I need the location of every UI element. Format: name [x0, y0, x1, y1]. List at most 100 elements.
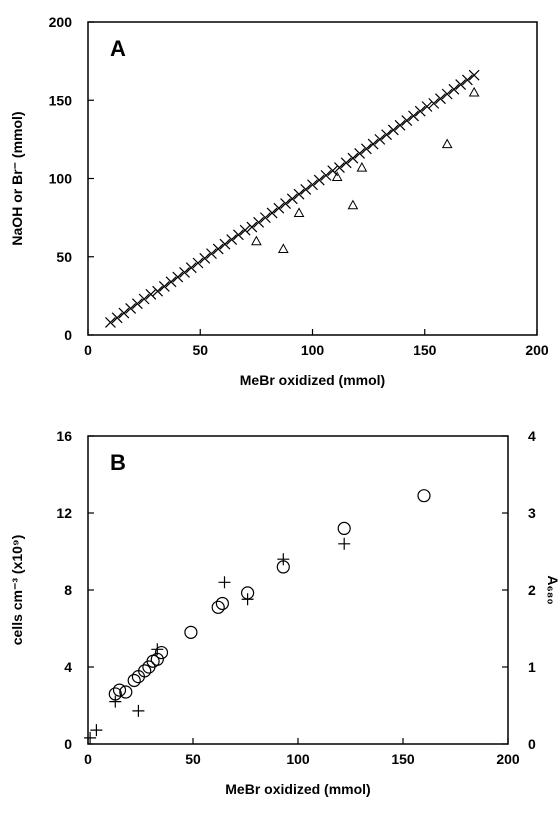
marker-x [320, 169, 332, 181]
x-tick-label: 100 [286, 751, 310, 767]
y2-tick-label: 0 [528, 736, 536, 752]
y2-tick-label: 1 [528, 659, 536, 675]
marker-x [239, 224, 251, 236]
marker-x [158, 281, 170, 292]
marker-x [118, 307, 130, 319]
y2-tick-label: 4 [528, 428, 536, 444]
marker-circle [112, 683, 127, 697]
y-tick-label: 150 [49, 92, 73, 108]
y-tick-label: 100 [49, 171, 73, 187]
marker-x [280, 198, 291, 209]
marker-plus [151, 643, 164, 656]
x-tick-label: 0 [84, 751, 92, 767]
y-tick-label: 200 [49, 14, 73, 30]
marker-x [360, 143, 372, 155]
y-axis-title: NaOH or Br⁻ (mmol) [9, 111, 25, 245]
marker-triangle [347, 199, 359, 210]
marker-x [381, 129, 393, 141]
marker-plus [84, 731, 97, 744]
marker-x [199, 252, 211, 264]
marker-triangle [441, 138, 453, 149]
marker-plus [109, 695, 122, 708]
marker-x [138, 293, 150, 305]
marker-x [179, 266, 190, 278]
marker-x [367, 138, 379, 150]
marker-triangle [356, 162, 368, 172]
x-tick-label: 100 [301, 342, 325, 358]
marker-x [192, 257, 204, 269]
marker-x [401, 115, 413, 127]
marker-triangle [468, 86, 480, 97]
marker-plus [241, 593, 254, 606]
marker-plus [218, 576, 231, 589]
marker-x [219, 238, 231, 250]
y-tick-label: 4 [64, 659, 72, 675]
y2-axis-title: A₆₈₀ [545, 575, 560, 604]
marker-triangle [251, 235, 262, 246]
marker-x [286, 193, 298, 205]
marker-x [226, 234, 238, 245]
marker-x [185, 262, 197, 274]
marker-circle [337, 521, 351, 536]
marker-x [273, 202, 285, 214]
marker-plus [90, 724, 103, 737]
marker-x [165, 276, 177, 288]
x-tick-label: 200 [496, 751, 520, 767]
marker-x [421, 101, 433, 112]
marker-circle [119, 685, 133, 699]
marker-x [468, 69, 480, 81]
plot-frame [87, 435, 509, 745]
marker-x [455, 79, 467, 91]
marker-x [111, 312, 123, 324]
marker-x [172, 271, 184, 283]
marker-x [145, 288, 157, 300]
y2-tick-label: 3 [528, 505, 536, 521]
marker-x [347, 152, 359, 164]
marker-x [105, 317, 116, 328]
x-tick-label: 0 [84, 342, 92, 358]
y2-tick-label: 2 [528, 582, 536, 598]
marker-x [131, 298, 143, 310]
marker-x [266, 207, 278, 219]
marker-x [387, 124, 399, 136]
marker-x [441, 88, 453, 100]
marker-x [340, 157, 352, 169]
marker-x [428, 97, 440, 109]
marker-x [435, 93, 446, 105]
marker-x [394, 119, 406, 131]
marker-circle [154, 645, 169, 660]
y-axis-title: cells cm⁻³ (x10⁹) [9, 535, 25, 646]
x-tick-label: 200 [525, 342, 549, 358]
y-tick-label: 16 [56, 428, 72, 444]
marker-circle [211, 600, 225, 614]
marker-circle [215, 596, 229, 611]
x-tick-label: 150 [413, 342, 437, 358]
y-tick-label: 0 [64, 736, 72, 752]
x-tick-label: 150 [391, 751, 415, 767]
y-tick-label: 50 [56, 249, 72, 265]
marker-plus [132, 704, 145, 717]
marker-x [300, 184, 312, 195]
marker-plus [338, 537, 351, 550]
marker-triangle [331, 171, 343, 182]
marker-x [152, 285, 164, 297]
marker-x [461, 74, 473, 86]
marker-x [354, 148, 366, 159]
plot-frame [87, 21, 538, 336]
marker-x [253, 216, 265, 228]
marker-x [374, 133, 386, 145]
x-tick-label: 50 [192, 342, 208, 358]
marker-x [259, 212, 271, 224]
marker-triangle [277, 243, 289, 254]
marker-x [448, 83, 460, 95]
marker-circle [127, 673, 141, 688]
marker-circle [417, 489, 431, 503]
x-axis-title: MeBr oxidized (mmol) [225, 781, 370, 797]
marker-x [206, 248, 217, 260]
marker-triangle [293, 207, 305, 218]
marker-x [313, 174, 325, 186]
marker-plus [277, 553, 290, 566]
x-axis-title: MeBr oxidized (mmol) [240, 372, 385, 388]
